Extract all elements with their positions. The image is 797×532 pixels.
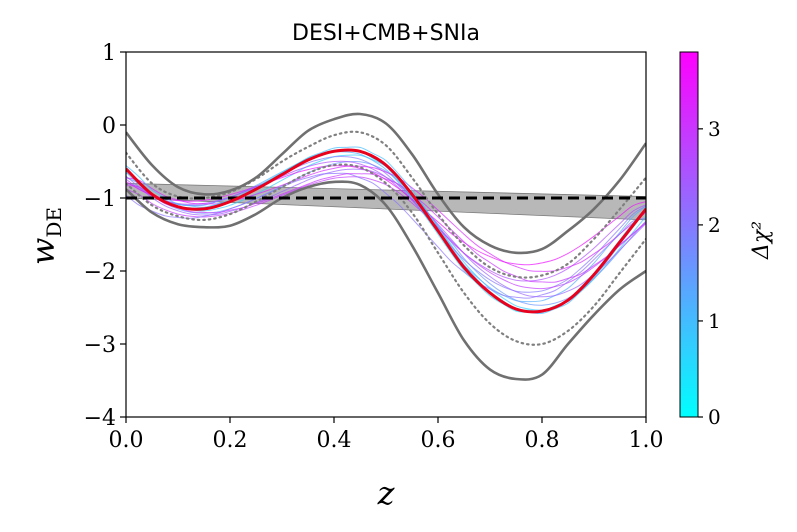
outer-solid-lower [126, 180, 646, 381]
x-tick-label: 0.2 [213, 428, 248, 453]
x-tick-label: 1.0 [629, 428, 664, 453]
colorbar-label: Δχ² [749, 221, 774, 260]
x-axis: 0.0 0.2 0.4 0.6 0.8 1.0 [109, 417, 664, 453]
colorbar-tick-label: 1 [708, 309, 721, 333]
plot-frame [125, 51, 647, 418]
gray-band [126, 182, 646, 221]
x-tick-label: 0.4 [317, 428, 352, 453]
ensemble-curve [126, 154, 646, 311]
ensemble-curve [126, 156, 646, 293]
svg-text:wDE: wDE [24, 207, 66, 265]
y-tick-label: −4 [84, 406, 116, 431]
ensemble-curve [126, 146, 646, 315]
ensemble-curve [126, 165, 646, 272]
ensemble-curve [126, 176, 646, 290]
ensemble-curve [126, 173, 646, 283]
y-tick-label: 0 [102, 114, 116, 139]
y-axis-label: wDE [24, 207, 66, 265]
ensemble-curve [126, 160, 646, 282]
colorbar-tick-label: 0 [708, 405, 721, 429]
y-tick-label: −2 [84, 260, 116, 285]
x-tick-label: 0.0 [109, 428, 144, 453]
colorbar-axis: 0 1 2 3 [698, 117, 721, 429]
y-tick-label: −3 [84, 333, 116, 358]
y-axis: 1 0 −1 −2 −3 −4 [84, 41, 126, 431]
colorbar [679, 51, 699, 418]
ensemble-curve [126, 172, 646, 299]
x-tick-label: 0.6 [421, 428, 456, 453]
inner-dotted-lower [126, 163, 646, 346]
colorbar-tick-label: 2 [708, 213, 721, 237]
best-fit-line [126, 148, 646, 314]
x-tick-label: 0.8 [525, 428, 560, 453]
outer-solid-upper [126, 112, 646, 255]
x-axis-label: z [377, 474, 396, 512]
y-axis-label-main: w [24, 238, 62, 265]
y-tick-label: 1 [102, 41, 116, 66]
y-tick-label: −1 [84, 187, 116, 212]
chart-title: DESI+CMB+SNIa [292, 21, 480, 46]
y-axis-label-sub: DE [42, 207, 66, 238]
colorbar-tick-label: 3 [708, 117, 721, 141]
